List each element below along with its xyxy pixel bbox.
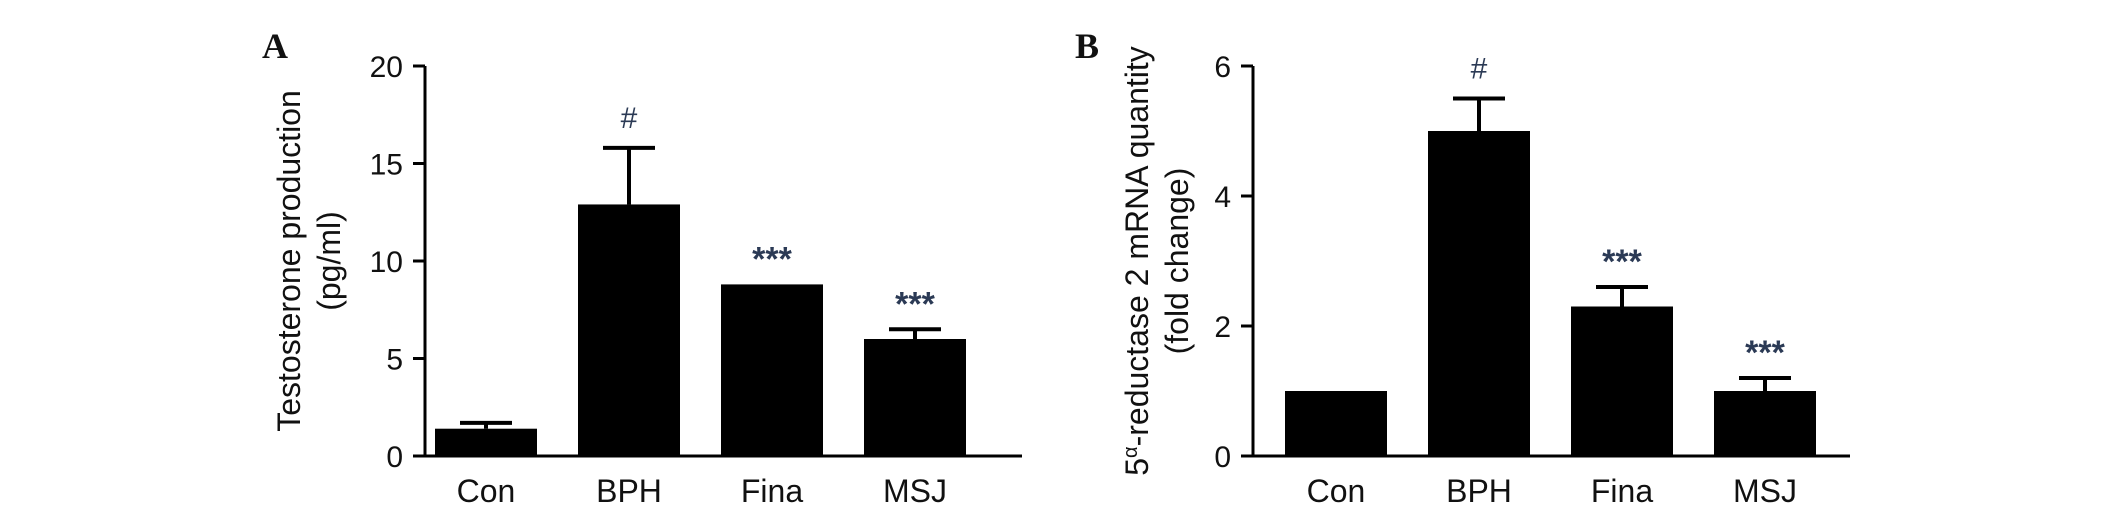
panel-a-x-label-fina: Fina <box>741 473 803 509</box>
panel-b-bar-msj <box>1714 391 1816 456</box>
panel-b-significance-fina: *** <box>1602 243 1642 281</box>
panel-a-y-axis-label-line2: (pg/ml) <box>311 211 347 311</box>
panel-b-bar-bph <box>1428 131 1530 456</box>
panel-a-bar-con <box>435 428 537 456</box>
panel-b-x-label-bph: BPH <box>1446 473 1512 509</box>
panel-b-y-axis-label-line2: (fold change) <box>1159 168 1195 355</box>
panel-b-x-label-con: Con <box>1307 473 1366 509</box>
panel-a-significance-bph: # <box>621 102 638 135</box>
panel-a-significance-fina: *** <box>752 240 792 278</box>
panel-b-letter: B <box>1075 26 1099 66</box>
panel-a-y-tick-label-3: 15 <box>370 149 403 182</box>
panel-b-significance-msj: *** <box>1745 334 1785 372</box>
panel-b-x-label-fina: Fina <box>1591 473 1653 509</box>
panel-a-x-label-bph: BPH <box>596 473 662 509</box>
panel-b-bar-fina <box>1571 306 1673 456</box>
panel-a-bar-bph <box>578 204 680 456</box>
panel-a-bar-fina <box>721 284 823 456</box>
panel-a-y-axis-label-line1: Testosterone production <box>271 90 307 432</box>
panel-a-y-tick-label-1: 5 <box>386 344 403 377</box>
panel-a-significance-msj: *** <box>895 285 935 323</box>
panel-a-letter: A <box>262 26 288 66</box>
panel-a-x-label-msj: MSJ <box>883 473 947 509</box>
panel-b-chart: B 0 2 4 6 Con # BPH *** Fina *** MSJ 5α-reductase 2 … <box>1075 26 1850 509</box>
panel-a-y-tick-label-2: 10 <box>370 246 403 279</box>
panel-b-y-tick-label-2: 4 <box>1214 181 1231 214</box>
panel-a-x-label-con: Con <box>457 473 516 509</box>
panel-b-significance-bph: # <box>1471 53 1488 86</box>
panel-b-y-tick-label-0: 0 <box>1214 441 1231 474</box>
panel-b-bar-con <box>1285 391 1387 456</box>
panel-a-y-tick-label-0: 0 <box>386 441 403 474</box>
panel-a-chart: A 0 5 10 15 20 Con # BPH *** Fina *** MSJ Testosteron… <box>262 26 1022 509</box>
panel-a-bar-msj <box>864 339 966 456</box>
panel-a-y-tick-label-4: 20 <box>370 51 403 84</box>
panel-b-y-tick-label-1: 2 <box>1214 311 1231 344</box>
panel-b-y-tick-label-3: 6 <box>1214 51 1231 84</box>
panel-b-x-label-msj: MSJ <box>1733 473 1797 509</box>
panel-b-y-axis-label-line1: 5α-reductase 2 mRNA quantity <box>1119 46 1155 476</box>
